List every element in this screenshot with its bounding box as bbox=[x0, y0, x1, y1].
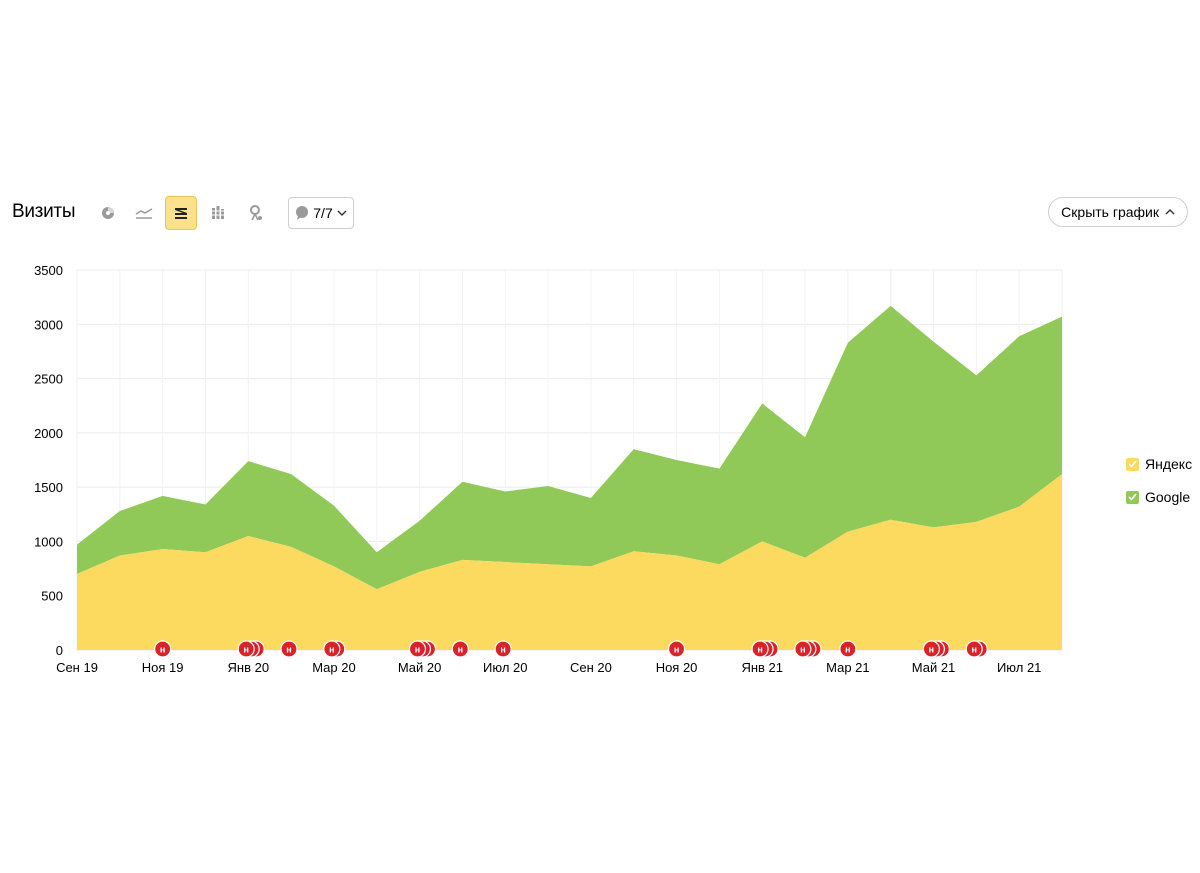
line-chart-icon bbox=[135, 208, 153, 219]
chart-header: Визиты bbox=[12, 195, 1188, 231]
y-tick-label: 1500 bbox=[34, 480, 63, 495]
x-tick-label: Мар 21 bbox=[826, 660, 870, 675]
y-tick-label: 500 bbox=[41, 589, 63, 604]
annotation-marker bbox=[408, 640, 427, 658]
y-tick-label: 2500 bbox=[34, 372, 63, 387]
visits-chart: 0 500 1000 1500 2000 2500 3000 3500 Сен 19 Ноя 1… bbox=[34, 263, 1063, 675]
y-tick-label: 3500 bbox=[34, 263, 63, 278]
annotation-marker bbox=[667, 640, 686, 658]
area-series-google bbox=[77, 305, 1062, 590]
annotation-marker bbox=[794, 640, 812, 658]
stacked-area-icon bbox=[175, 208, 187, 219]
checkbox-checked-icon bbox=[1126, 457, 1139, 471]
annotation-label: н bbox=[800, 645, 805, 655]
annotation-marker bbox=[237, 640, 255, 658]
annotation-label: н bbox=[415, 645, 420, 655]
map-button[interactable] bbox=[240, 196, 272, 230]
y-tick-label: 0 bbox=[56, 643, 63, 658]
pie-chart-button[interactable] bbox=[92, 196, 124, 230]
hide-chart-label: Скрыть график bbox=[1061, 204, 1159, 220]
annotation-label: н bbox=[929, 645, 934, 655]
x-tick-label: Янв 21 bbox=[741, 660, 783, 675]
x-tick-label: Янв 20 bbox=[228, 660, 270, 675]
annotation-label: н bbox=[845, 645, 850, 655]
pie-chart-icon bbox=[102, 207, 114, 219]
page-title: Визиты bbox=[12, 201, 76, 222]
notes-filter-button[interactable]: 7/7 bbox=[288, 197, 354, 229]
annotation-marker bbox=[280, 640, 298, 658]
y-axis: 0 500 1000 1500 2000 2500 3000 3500 bbox=[34, 263, 63, 658]
annotation-label: н bbox=[329, 645, 334, 655]
chevron-up-icon bbox=[1165, 209, 1175, 215]
bar-chart-icon bbox=[211, 206, 225, 219]
chart-areas bbox=[77, 305, 1062, 650]
stacked-area-button[interactable] bbox=[165, 196, 197, 230]
x-tick-label: Сен 19 bbox=[56, 660, 98, 675]
bar-chart-button[interactable] bbox=[202, 196, 234, 230]
annotation-label: н bbox=[674, 645, 679, 655]
x-tick-label: Май 20 bbox=[398, 660, 442, 675]
annotation-marker bbox=[751, 640, 769, 658]
y-tick-label: 1000 bbox=[34, 534, 63, 549]
map-pin-icon bbox=[250, 205, 262, 221]
x-tick-label: Сен 20 bbox=[570, 660, 612, 675]
y-tick-label: 3000 bbox=[34, 317, 63, 332]
legend-label: Яндекс bbox=[1145, 456, 1193, 472]
comment-icon bbox=[296, 206, 309, 220]
x-axis: Сен 19 Ноя 19 Янв 20 Мар 20 Май 20 Июл 20 Сен … bbox=[56, 660, 1041, 675]
annotation-label: н bbox=[286, 645, 291, 655]
annotation-label: н bbox=[243, 645, 248, 655]
annotation-marker bbox=[451, 640, 469, 658]
annotation-label: н bbox=[971, 645, 976, 655]
area-series-yandex bbox=[77, 474, 1062, 650]
notes-count: 7/7 bbox=[313, 205, 333, 221]
legend-item-yandex[interactable]: Яндекс bbox=[1126, 452, 1192, 476]
annotation-label: н bbox=[160, 645, 165, 655]
x-tick-label: Ноя 19 bbox=[142, 660, 184, 675]
x-tick-label: Июл 20 bbox=[483, 660, 527, 675]
annotation-marker bbox=[965, 640, 983, 658]
legend-item-google[interactable]: Google bbox=[1126, 485, 1192, 509]
x-tick-label: Май 21 bbox=[912, 660, 956, 675]
checkbox-checked-icon bbox=[1126, 490, 1139, 504]
line-chart-button[interactable] bbox=[128, 196, 160, 230]
x-tick-label: Июл 21 bbox=[997, 660, 1041, 675]
annotation-marker bbox=[839, 640, 857, 658]
annotation-marker bbox=[494, 640, 512, 658]
chevron-down-icon bbox=[337, 210, 347, 216]
annotation-label: н bbox=[500, 645, 505, 655]
y-tick-label: 2000 bbox=[34, 426, 63, 441]
annotation-label: н bbox=[757, 645, 762, 655]
chart-legend: Яндекс Google bbox=[1126, 452, 1192, 518]
annotation-label: н bbox=[458, 645, 463, 655]
annotation-marker bbox=[154, 640, 172, 658]
hide-chart-button[interactable]: Скрыть график bbox=[1048, 197, 1188, 227]
annotation-marker bbox=[922, 640, 940, 658]
x-tick-label: Мар 20 bbox=[312, 660, 356, 675]
legend-label: Google bbox=[1145, 489, 1191, 505]
annotation-marker bbox=[323, 640, 341, 658]
x-tick-label: Ноя 20 bbox=[656, 660, 698, 675]
